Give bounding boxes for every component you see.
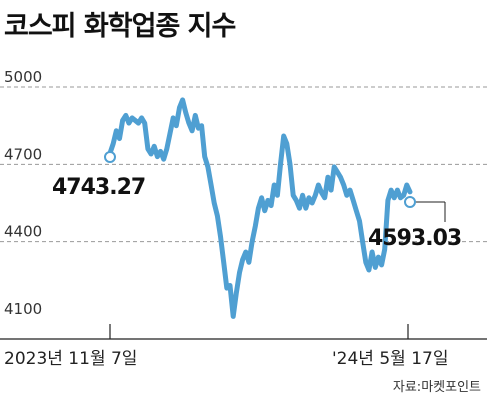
end-value-label: 4593.03 (368, 226, 461, 251)
series-line (107, 97, 413, 319)
source-note: 자료:마켓포인트 (392, 380, 481, 395)
start-value-label: 4743.27 (52, 175, 145, 200)
end-point-marker (404, 196, 416, 208)
start-point-marker (104, 151, 116, 163)
grid (0, 86, 487, 243)
y-tick-label: 5000 (4, 68, 42, 86)
x-label-end: '24년 5월 17일 (332, 349, 448, 369)
y-tick-label: 4400 (4, 223, 42, 241)
y-tick-label: 4100 (4, 300, 42, 318)
y-axis: 5000 4700 4400 4100 (4, 68, 42, 318)
x-label-start: 2023년 11월 7일 (4, 349, 137, 369)
chart-title: 코스피 화학업종 지수 (4, 11, 236, 42)
y-tick-label: 4700 (4, 145, 42, 163)
